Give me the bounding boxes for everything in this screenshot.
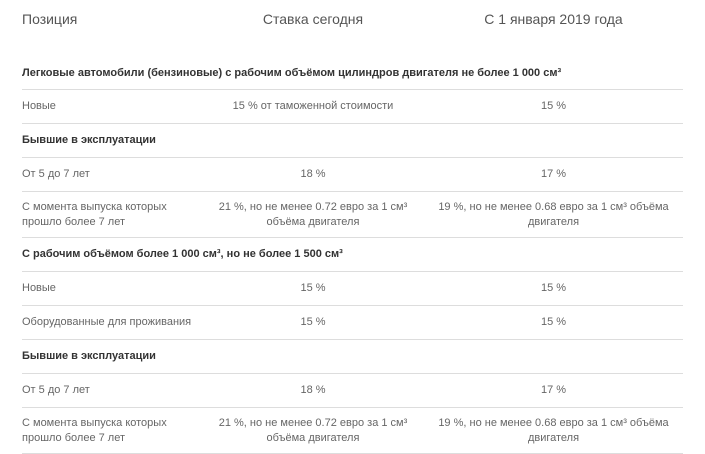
cell-today: 21 %, но не менее 0.72 евро за 1 см³ объ… [202,191,424,238]
header-today: Ставка сегодня [262,11,364,27]
duty-rates-table: Позиция Ставка сегодня С 1 января 2019 г… [22,0,683,454]
cell-today: 15 % от таможенной стоимости [202,89,424,124]
table-row: Новые 15 % от таможенной стоимости 15 % [22,89,683,124]
cell-from-2019: 19 %, но не менее 0.68 евро за 1 см³ объ… [424,407,683,454]
cell-position: Оборудованные для проживания [22,305,202,340]
cell-position: Новые [22,271,202,306]
table-row: Оборудованные для проживания 15 % 15 % [22,305,683,340]
cell-from-2019: 17 % [424,157,683,192]
cell-position: С момента выпуска которых прошло более 7… [22,407,202,454]
table-row: От 5 до 7 лет 18 % 17 % [22,157,683,192]
table-row: С момента выпуска которых прошло более 7… [22,191,683,238]
cell-today: 18 % [202,157,424,192]
cell-from-2019: 19 %, но не менее 0.68 евро за 1 см³ объ… [424,191,683,238]
cell-today: 15 % [202,305,424,340]
section-row: Бывшие в эксплуатации [22,123,683,158]
table-row: От 5 до 7 лет 18 % 17 % [22,373,683,408]
section-title: Бывшие в эксплуатации [22,339,683,374]
section-title: С рабочим объёмом более 1 000 см³, но не… [22,237,683,272]
cell-position: От 5 до 7 лет [22,373,202,408]
section-row: С рабочим объёмом более 1 000 см³, но не… [22,237,683,272]
cell-today: 18 % [202,373,424,408]
cell-position: Новые [22,89,202,124]
table-row: С момента выпуска которых прошло более 7… [22,407,683,454]
cell-position: От 5 до 7 лет [22,157,202,192]
cell-today: 21 %, но не менее 0.72 евро за 1 см³ объ… [202,407,424,454]
cell-from-2019: 17 % [424,373,683,408]
header-from-2019: С 1 января 2019 года [484,11,623,27]
table-row: Новые 15 % 15 % [22,271,683,306]
cell-from-2019: 15 % [424,89,683,124]
cell-from-2019: 15 % [424,305,683,340]
cell-today: 15 % [202,271,424,306]
cell-position: С момента выпуска которых прошло более 7… [22,191,202,238]
section-title: Бывшие в эксплуатации [22,123,683,158]
cell-from-2019: 15 % [424,271,683,306]
header-position: Позиция [22,11,78,27]
section-title: Легковые автомобили (бензиновые) с рабоч… [22,38,683,90]
table-header: Позиция Ставка сегодня С 1 января 2019 г… [22,0,683,38]
section-row: Легковые автомобили (бензиновые) с рабоч… [22,38,683,90]
section-row: Бывшие в эксплуатации [22,339,683,374]
